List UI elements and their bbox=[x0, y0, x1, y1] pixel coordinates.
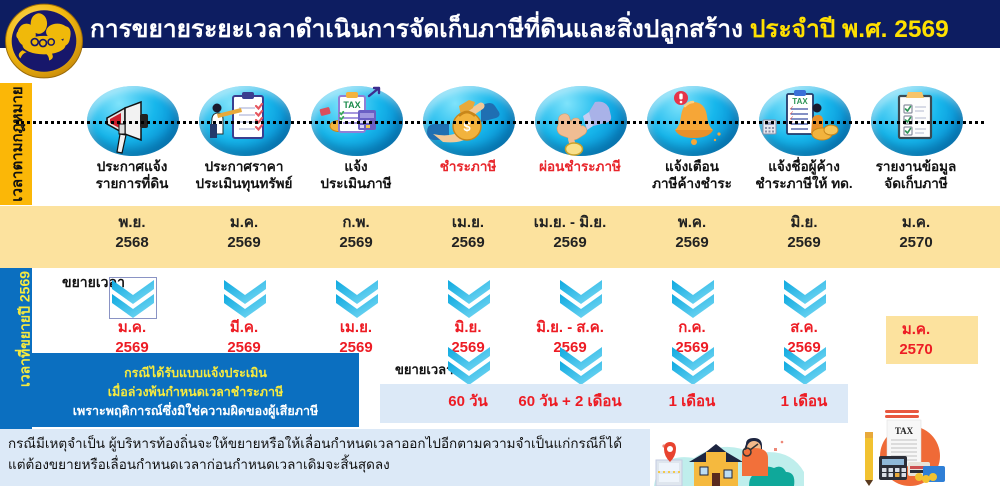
svg-text:TAX: TAX bbox=[792, 97, 808, 106]
svg-text:TAX: TAX bbox=[895, 426, 914, 436]
svg-text:TAX: TAX bbox=[343, 100, 360, 110]
